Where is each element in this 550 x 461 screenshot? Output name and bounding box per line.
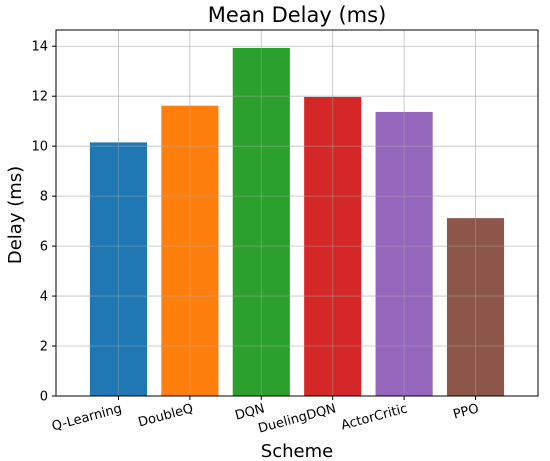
x-tick-label: DuelingDQN <box>257 401 338 436</box>
y-ticks: 0 2 4 6 8 10 12 14 <box>31 40 56 405</box>
y-tick-label: 8 <box>40 190 48 205</box>
x-tick-label: PPO <box>452 401 481 422</box>
y-tick-label: 6 <box>40 240 48 255</box>
x-tick-label: DoubleQ <box>137 401 195 430</box>
bars <box>89 47 505 397</box>
x-tick-label: ActorCritic <box>339 401 409 433</box>
chart-title: Mean Delay (ms) <box>208 3 387 27</box>
y-tick-label: 10 <box>31 140 48 155</box>
y-tick-label: 12 <box>31 90 48 105</box>
x-tick-label: DQN <box>234 401 267 423</box>
y-tick-label: 2 <box>40 340 48 355</box>
y-tick-label: 4 <box>40 290 48 305</box>
y-axis-label: Delay (ms) <box>5 166 26 264</box>
y-tick-label: 0 <box>40 390 48 405</box>
plot-frame <box>55 29 539 397</box>
x-axis-label: Scheme <box>261 441 333 461</box>
axes <box>55 29 539 397</box>
x-tick-label: Q-Learning <box>50 401 123 434</box>
y-tick-label: 14 <box>31 40 48 55</box>
